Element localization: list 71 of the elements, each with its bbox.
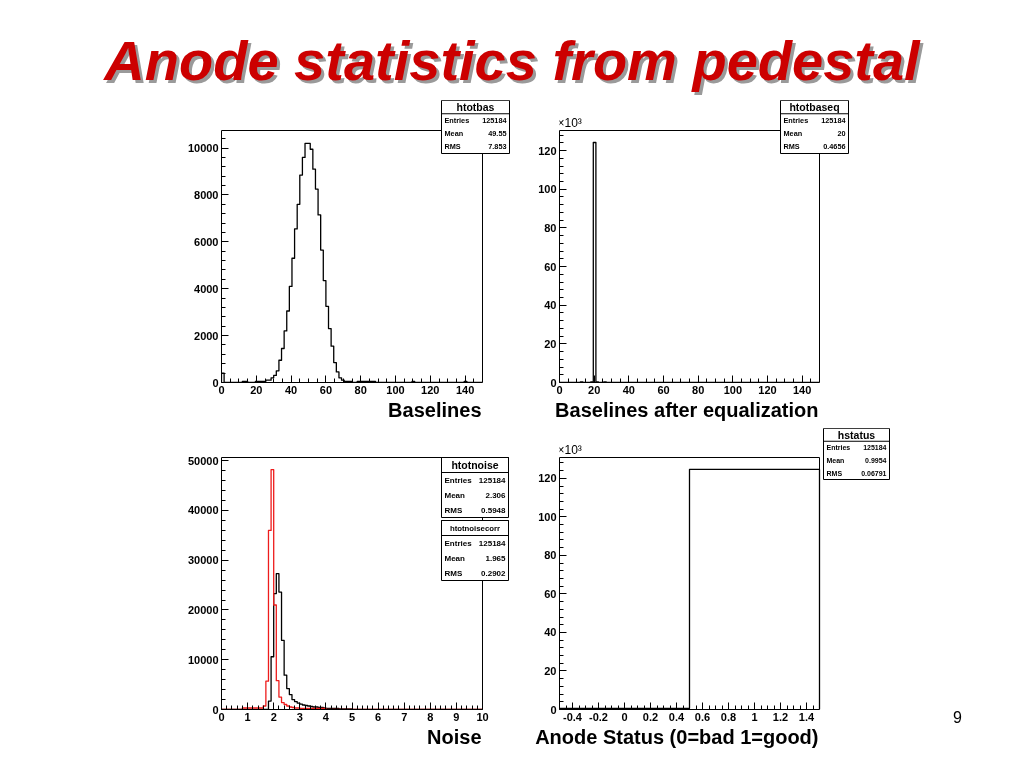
text: RMS 0.5948 [444,505,506,515]
y-tick-label: 80 [544,549,557,562]
x-tick-label: 6 [375,710,382,723]
x-tick-label: 20 [588,383,601,396]
text: Mean 2.306 [444,490,506,500]
x-tick-label: 120 [758,383,777,396]
y-tick-label: 4000 [194,282,219,295]
y-tick-label: 60 [544,260,557,273]
text: Mean 1.965 [444,553,506,563]
x-axis-title: Anode Status (0=bad 1=good) [535,725,819,748]
x-tick-label: 40 [622,383,635,396]
x-tick-label: 2 [270,710,277,723]
y-tick-label: 30000 [187,554,219,567]
x-tick-label: 1 [751,710,758,723]
x-tick-label: 1 [244,710,251,723]
text: htotbas [456,101,495,114]
text: RMS 0.2902 [444,568,506,578]
x-tick-label: -0.4 [563,710,583,723]
y-tick-label: 50000 [187,454,219,467]
annotation: htotnoise [451,459,499,471]
x-tick-label: 0.4 [668,710,686,723]
x-tick-label: 3 [296,710,303,723]
x-tick-label: 100 [386,383,405,396]
x-tick-label: 8 [427,710,434,723]
text: htotbaseq [789,101,840,114]
y-tick-label: 120 [538,472,557,485]
y-tick-label: 40 [544,299,557,312]
y-tick-label: 60 [544,587,557,600]
y-tick-label: 20 [544,337,557,350]
x-tick-label: 80 [692,383,705,396]
x-tick-label: 100 [723,383,743,396]
x-tick-label: 20 [250,383,263,396]
x-axis-title: Baselines after equalization [555,398,819,421]
x-tick-label: 80 [354,383,367,396]
y-tick-label: 40 [544,626,557,639]
x-tick-label: 60 [657,383,670,396]
x-tick-label: 10 [476,710,489,723]
x-tick-label: 40 [284,383,298,396]
chart-title: Anode statistics from pedestal [104,29,920,94]
x-axis-title: Baselines [388,398,482,421]
y-tick-label: 80 [544,221,557,234]
y-tick-label: 10000 [187,142,219,155]
y-tick-label: 10000 [187,653,219,666]
x-tick-label: 1.2 [772,710,789,723]
y-tick-label: 120 [538,144,557,157]
x-axis-title: Noise [427,725,482,748]
x-tick-label: 7 [401,710,408,723]
y-tick-label: 6000 [194,235,219,248]
y-tick-label: 100 [538,183,557,196]
y-tick-label: 20 [544,664,557,677]
y-tick-label: 2000 [194,329,219,342]
y-tick-label: 20000 [187,603,219,616]
x-tick-label: 0.6 [694,710,711,723]
annotation: Entries 125184 [444,538,507,548]
annotation: Entries 125184 [444,475,507,485]
x-tick-label: 0.2 [642,710,659,723]
x-tick-label: 9 [453,710,460,723]
text: hstatus [837,428,876,441]
x-tick-label: 120 [421,383,440,396]
x-tick-label: 4 [322,710,330,723]
y-tick-label: 40000 [187,504,219,517]
x-tick-label: 0 [621,710,628,723]
x-tick-label: 0.8 [720,710,737,723]
x-tick-label: 5 [348,710,356,723]
x-tick-label: -0.2 [589,710,608,723]
y-tick-label: 100 [538,510,557,523]
x-tick-label: 60 [319,383,333,396]
x-tick-label: 140 [792,383,812,396]
y-tick-label: 8000 [194,188,219,201]
x-tick-label: 1.4 [798,710,816,723]
x-tick-label: 140 [455,383,475,396]
